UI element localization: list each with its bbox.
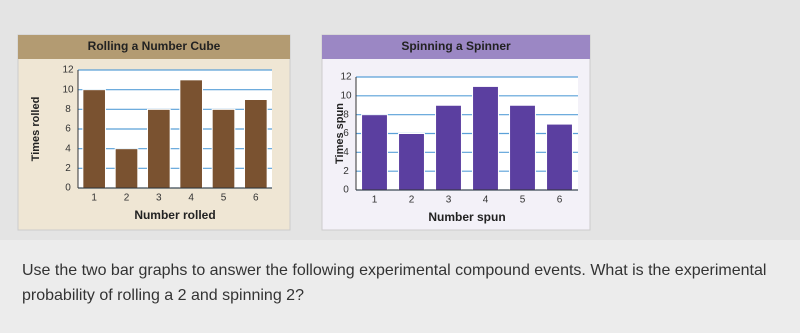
y-tick-label: 12 [62,65,74,76]
y-tick-label: 4 [65,143,71,154]
y-axis-label: Times spun [334,103,346,164]
y-tick-label: 0 [65,183,71,194]
x-axis-label: Number rolled [134,208,215,222]
y-tick-label: 4 [343,147,349,158]
bar [147,108,171,189]
x-tick-label: 6 [557,195,563,206]
title-bar [322,35,590,59]
bar [472,85,499,191]
bar [509,104,536,191]
title-bar [18,35,290,59]
x-tick-label: 3 [446,195,452,206]
y-tick-label: 0 [343,185,349,196]
x-tick-label: 2 [409,195,415,206]
question: Use the two bar graphs to answer the fol… [22,262,767,304]
y-tick-label: 6 [65,124,71,135]
bar [211,108,236,189]
x-tick-label: 5 [221,193,227,204]
y-tick-label: 10 [62,84,74,95]
bar [435,104,462,191]
bar [361,114,388,191]
bar [546,123,573,191]
x-tick-label: 5 [520,195,526,206]
y-tick-label: 8 [343,109,349,120]
y-tick-label: 2 [65,163,71,174]
y-tick-label: 12 [340,72,352,83]
y-tick-label: 2 [343,166,349,177]
x-tick-label: 1 [91,193,97,204]
x-tick-label: 6 [253,193,259,204]
x-tick-label: 4 [188,193,194,204]
chart-title: Spinning a Spinner [401,39,511,53]
x-tick-label: 3 [156,193,162,204]
x-tick-label: 2 [124,193,130,204]
x-tick-label: 1 [372,195,378,206]
y-tick-label: 10 [340,90,352,101]
bar [114,148,139,189]
x-axis-label: Number spun [428,210,505,224]
bar [179,79,203,189]
y-axis-label: Times rolled [30,97,42,162]
y-tick-label: 6 [343,128,349,139]
y-tick-label: 8 [65,104,71,115]
bar [244,99,268,189]
bar [82,89,106,189]
chart-title: Rolling a Number Cube [88,39,221,53]
bar [398,133,425,191]
x-tick-label: 4 [483,195,489,206]
